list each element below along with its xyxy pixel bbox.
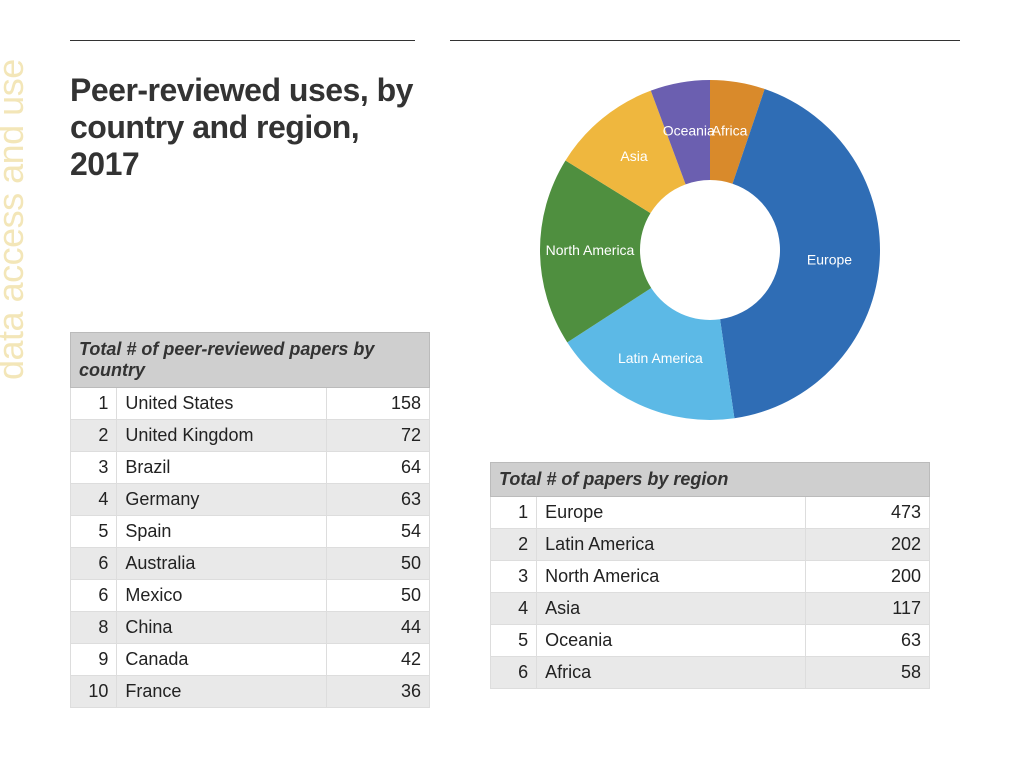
region-value: 58 bbox=[806, 657, 930, 689]
region-table: Total # of papers by region 1Europe4732L… bbox=[490, 462, 930, 689]
country-row: 3Brazil64 bbox=[71, 452, 430, 484]
donut-slice-label: Europe bbox=[807, 252, 852, 268]
country-value: 54 bbox=[326, 516, 429, 548]
region-rank: 4 bbox=[491, 593, 537, 625]
donut-slice-label: Oceania bbox=[663, 123, 715, 139]
country-rank: 6 bbox=[71, 548, 117, 580]
region-value: 202 bbox=[806, 529, 930, 561]
sidebar-vertical-label: data access and use bbox=[0, 59, 32, 380]
country-name: Germany bbox=[117, 484, 326, 516]
region-rank: 6 bbox=[491, 657, 537, 689]
donut-slice-label: Latin America bbox=[618, 350, 703, 366]
donut-slice-label: North America bbox=[546, 242, 635, 258]
country-name: Brazil bbox=[117, 452, 326, 484]
country-name: Australia bbox=[117, 548, 326, 580]
country-rank: 5 bbox=[71, 516, 117, 548]
country-name: Mexico bbox=[117, 580, 326, 612]
country-name: China bbox=[117, 612, 326, 644]
country-rank: 3 bbox=[71, 452, 117, 484]
country-value: 36 bbox=[326, 676, 429, 708]
country-rank: 1 bbox=[71, 388, 117, 420]
region-value: 200 bbox=[806, 561, 930, 593]
country-table: Total # of peer-reviewed papers by count… bbox=[70, 332, 430, 708]
country-value: 50 bbox=[326, 580, 429, 612]
country-row: 6Mexico50 bbox=[71, 580, 430, 612]
rule-right bbox=[450, 40, 960, 41]
country-rank: 10 bbox=[71, 676, 117, 708]
country-value: 63 bbox=[326, 484, 429, 516]
country-row: 1United States158 bbox=[71, 388, 430, 420]
region-name: Europe bbox=[537, 497, 806, 529]
country-row: 4Germany63 bbox=[71, 484, 430, 516]
country-name: Spain bbox=[117, 516, 326, 548]
region-rank: 3 bbox=[491, 561, 537, 593]
region-value: 117 bbox=[806, 593, 930, 625]
region-value: 473 bbox=[806, 497, 930, 529]
region-row: 5Oceania63 bbox=[491, 625, 930, 657]
region-row: 1Europe473 bbox=[491, 497, 930, 529]
country-name: United Kingdom bbox=[117, 420, 326, 452]
country-rank: 2 bbox=[71, 420, 117, 452]
region-value: 63 bbox=[806, 625, 930, 657]
country-row: 2United Kingdom72 bbox=[71, 420, 430, 452]
country-name: Canada bbox=[117, 644, 326, 676]
country-row: 6Australia50 bbox=[71, 548, 430, 580]
country-rank: 6 bbox=[71, 580, 117, 612]
country-value: 50 bbox=[326, 548, 429, 580]
region-rank: 1 bbox=[491, 497, 537, 529]
country-rank: 9 bbox=[71, 644, 117, 676]
country-row: 10France36 bbox=[71, 676, 430, 708]
country-value: 42 bbox=[326, 644, 429, 676]
region-rank: 2 bbox=[491, 529, 537, 561]
country-table-title: Total # of peer-reviewed papers by count… bbox=[71, 333, 430, 388]
country-row: 5Spain54 bbox=[71, 516, 430, 548]
region-name: Latin America bbox=[537, 529, 806, 561]
region-table-title: Total # of papers by region bbox=[491, 463, 930, 497]
region-name: Africa bbox=[537, 657, 806, 689]
region-rank: 5 bbox=[491, 625, 537, 657]
country-name: United States bbox=[117, 388, 326, 420]
region-name: Asia bbox=[537, 593, 806, 625]
region-row: 2Latin America202 bbox=[491, 529, 930, 561]
country-value: 72 bbox=[326, 420, 429, 452]
region-donut-chart: Africa Europe Latin America North America As… bbox=[520, 60, 900, 440]
country-name: France bbox=[117, 676, 326, 708]
country-value: 158 bbox=[326, 388, 429, 420]
region-row: 4Asia117 bbox=[491, 593, 930, 625]
rule-left bbox=[70, 40, 415, 41]
donut-slice-label: Africa bbox=[712, 122, 748, 138]
region-name: North America bbox=[537, 561, 806, 593]
region-name: Oceania bbox=[537, 625, 806, 657]
country-row: 8China44 bbox=[71, 612, 430, 644]
country-rank: 8 bbox=[71, 612, 117, 644]
donut-slice-label: Asia bbox=[620, 148, 647, 164]
page-title: Peer-reviewed uses, by country and regio… bbox=[70, 72, 430, 182]
country-value: 44 bbox=[326, 612, 429, 644]
country-value: 64 bbox=[326, 452, 429, 484]
country-row: 9Canada42 bbox=[71, 644, 430, 676]
country-rank: 4 bbox=[71, 484, 117, 516]
region-row: 6Africa58 bbox=[491, 657, 930, 689]
region-row: 3North America200 bbox=[491, 561, 930, 593]
